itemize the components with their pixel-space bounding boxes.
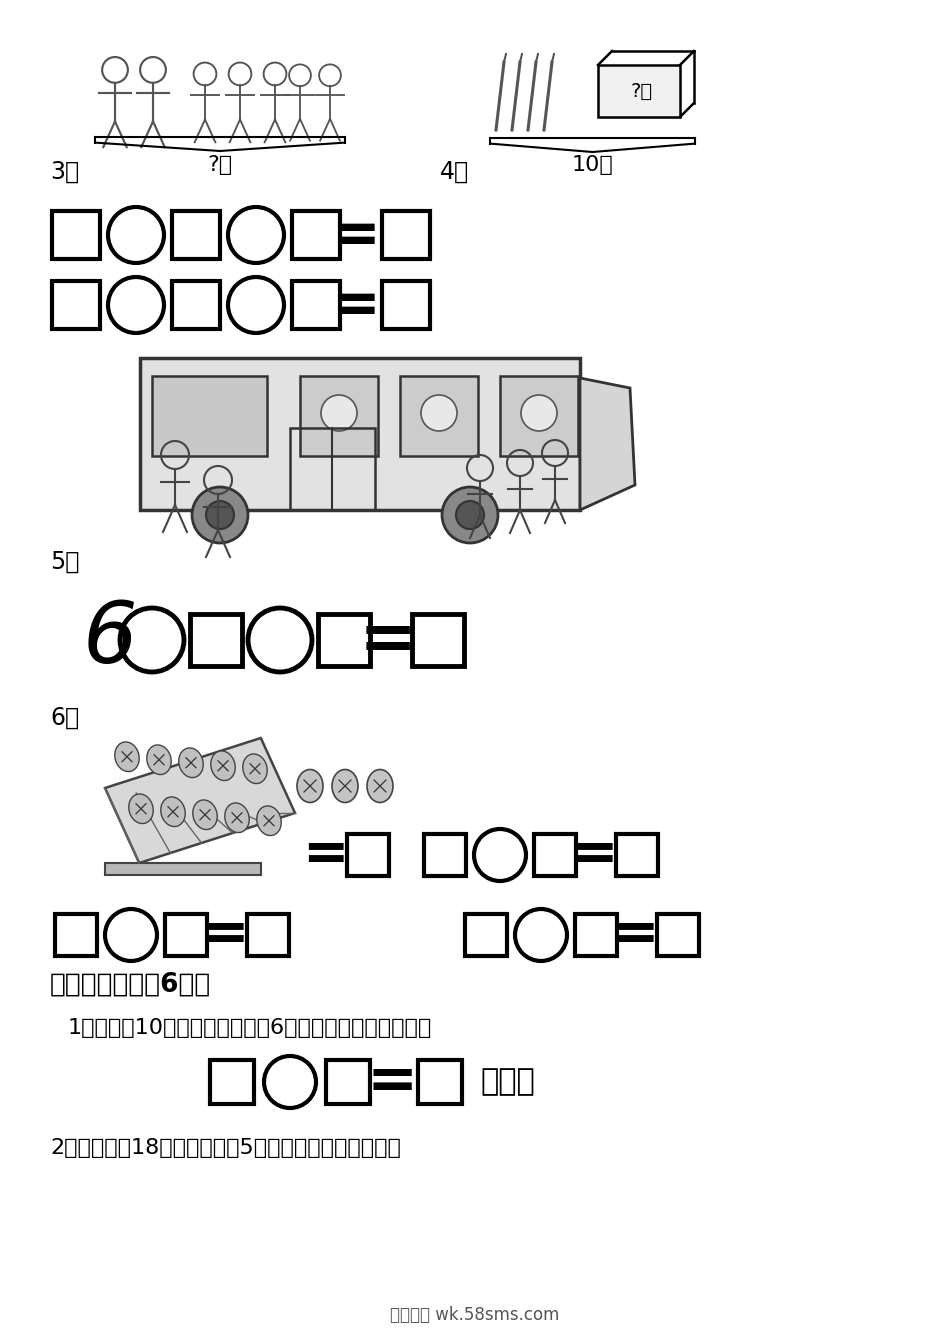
Bar	[657, 914, 699, 956]
Ellipse shape	[256, 806, 281, 836]
Bar	[465, 914, 507, 956]
Circle shape	[421, 395, 457, 431]
Text: 五八文库 wk.58sms.com: 五八文库 wk.58sms.com	[390, 1306, 560, 1324]
Bar	[172, 211, 220, 259]
Text: ?人: ?人	[207, 155, 233, 175]
Ellipse shape	[193, 800, 218, 829]
Bar	[140, 358, 580, 509]
Ellipse shape	[297, 770, 323, 802]
Bar	[347, 835, 389, 876]
Bar	[598, 65, 680, 117]
Text: （只）: （只）	[480, 1067, 535, 1097]
Bar	[326, 1060, 370, 1103]
Text: =: =	[302, 828, 349, 882]
Ellipse shape	[225, 802, 249, 832]
Ellipse shape	[332, 770, 358, 802]
Text: 10枝: 10枝	[571, 155, 613, 175]
Circle shape	[206, 501, 234, 530]
Text: =: =	[367, 1052, 418, 1111]
Ellipse shape	[129, 794, 153, 824]
Circle shape	[192, 487, 248, 543]
Text: 5、: 5、	[50, 550, 80, 574]
Bar	[55, 914, 97, 956]
Bar	[424, 835, 466, 876]
Bar	[616, 835, 658, 876]
Circle shape	[456, 501, 484, 530]
Bar	[418, 1060, 462, 1103]
Bar	[210, 1060, 254, 1103]
Bar	[105, 863, 261, 875]
Circle shape	[442, 487, 498, 543]
Text: =: =	[612, 909, 658, 962]
Ellipse shape	[211, 751, 236, 781]
Bar	[382, 211, 430, 259]
Text: 2、妈妈买来18个鸡蛋，吃〆5个后，还剩多少个鸡蛋？: 2、妈妈买来18个鸡蛋，吃〆5个后，还剩多少个鸡蛋？	[50, 1138, 401, 1159]
Ellipse shape	[179, 747, 203, 778]
Text: 1、河里有10只鸭子，又游来〆6只，一共有多少只鸭子？: 1、河里有10只鸭子，又游来〆6只，一共有多少只鸭子？	[68, 1017, 432, 1038]
Ellipse shape	[367, 770, 393, 802]
Text: 6、: 6、	[50, 706, 79, 730]
Bar	[165, 914, 207, 956]
Ellipse shape	[243, 754, 267, 784]
Bar	[318, 614, 370, 667]
Bar	[247, 914, 289, 956]
Circle shape	[521, 395, 557, 431]
Polygon shape	[580, 378, 635, 509]
Text: =: =	[359, 606, 417, 673]
Text: ?枝: ?枝	[631, 82, 653, 101]
Bar	[300, 376, 378, 456]
Polygon shape	[105, 738, 295, 863]
Bar	[290, 427, 375, 509]
Bar	[52, 211, 100, 259]
Bar	[292, 211, 340, 259]
Bar	[172, 281, 220, 329]
Bar	[534, 835, 576, 876]
Bar	[382, 281, 430, 329]
Text: =: =	[332, 277, 380, 333]
Bar	[500, 376, 578, 456]
Text: =: =	[571, 828, 618, 882]
Bar	[575, 914, 617, 956]
Bar	[152, 376, 267, 456]
Text: =: =	[201, 909, 248, 962]
Ellipse shape	[115, 742, 140, 771]
Ellipse shape	[161, 797, 185, 827]
Text: 六、解决问题（6分）: 六、解决问题（6分）	[50, 972, 211, 999]
Text: 4、: 4、	[440, 160, 469, 184]
Text: 3、: 3、	[50, 160, 79, 184]
Text: =: =	[332, 207, 380, 263]
Text: 6: 6	[83, 598, 138, 681]
Circle shape	[321, 395, 357, 431]
Bar	[292, 281, 340, 329]
Bar	[412, 614, 464, 667]
Bar	[400, 376, 478, 456]
Bar	[52, 281, 100, 329]
Bar	[190, 614, 242, 667]
Ellipse shape	[147, 745, 171, 774]
